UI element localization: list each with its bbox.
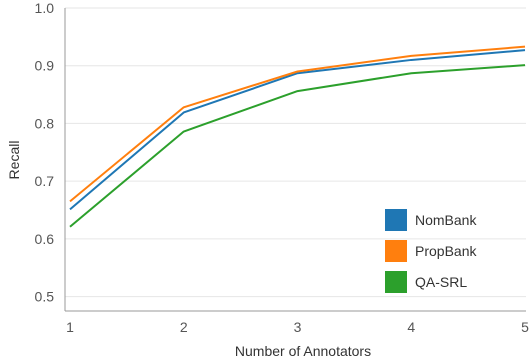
legend-swatch	[385, 209, 407, 231]
legend: NomBank PropBank QA-SRL	[385, 209, 477, 293]
x-tick-label: 2	[180, 319, 188, 335]
y-tick-label: 0.9	[35, 58, 55, 74]
y-tick-label: 1.0	[35, 0, 55, 16]
x-axis-title: Number of Annotators	[235, 343, 371, 359]
x-tick-label: 4	[407, 319, 415, 335]
y-tick-label: 0.8	[35, 115, 55, 131]
legend-label: QA-SRL	[415, 274, 467, 290]
series-line-propbank	[69, 45, 526, 203]
y-tick-label: 0.5	[35, 289, 55, 305]
y-tick-label: 0.6	[35, 231, 55, 247]
legend-swatch	[385, 240, 407, 262]
x-tick-label: 3	[294, 319, 302, 335]
y-axis-title: Recall	[6, 141, 22, 180]
series-line-nombank	[69, 49, 526, 211]
series-line-qa-srl	[69, 64, 526, 228]
x-tick-labels: 1 2 3 4 5	[66, 319, 529, 335]
legend-label: NomBank	[415, 212, 477, 228]
series-lines	[69, 45, 526, 228]
axes	[64, 8, 526, 312]
legend-label: PropBank	[415, 243, 477, 259]
y-tick-label: 0.7	[35, 173, 55, 189]
x-tick-label: 1	[66, 319, 74, 335]
x-tick-label: 5	[521, 319, 529, 335]
legend-swatch	[385, 271, 407, 293]
y-tick-labels: 0.5 0.6 0.7 0.8 0.9 1.0	[35, 0, 55, 305]
y-gridlines	[65, 7, 526, 298]
